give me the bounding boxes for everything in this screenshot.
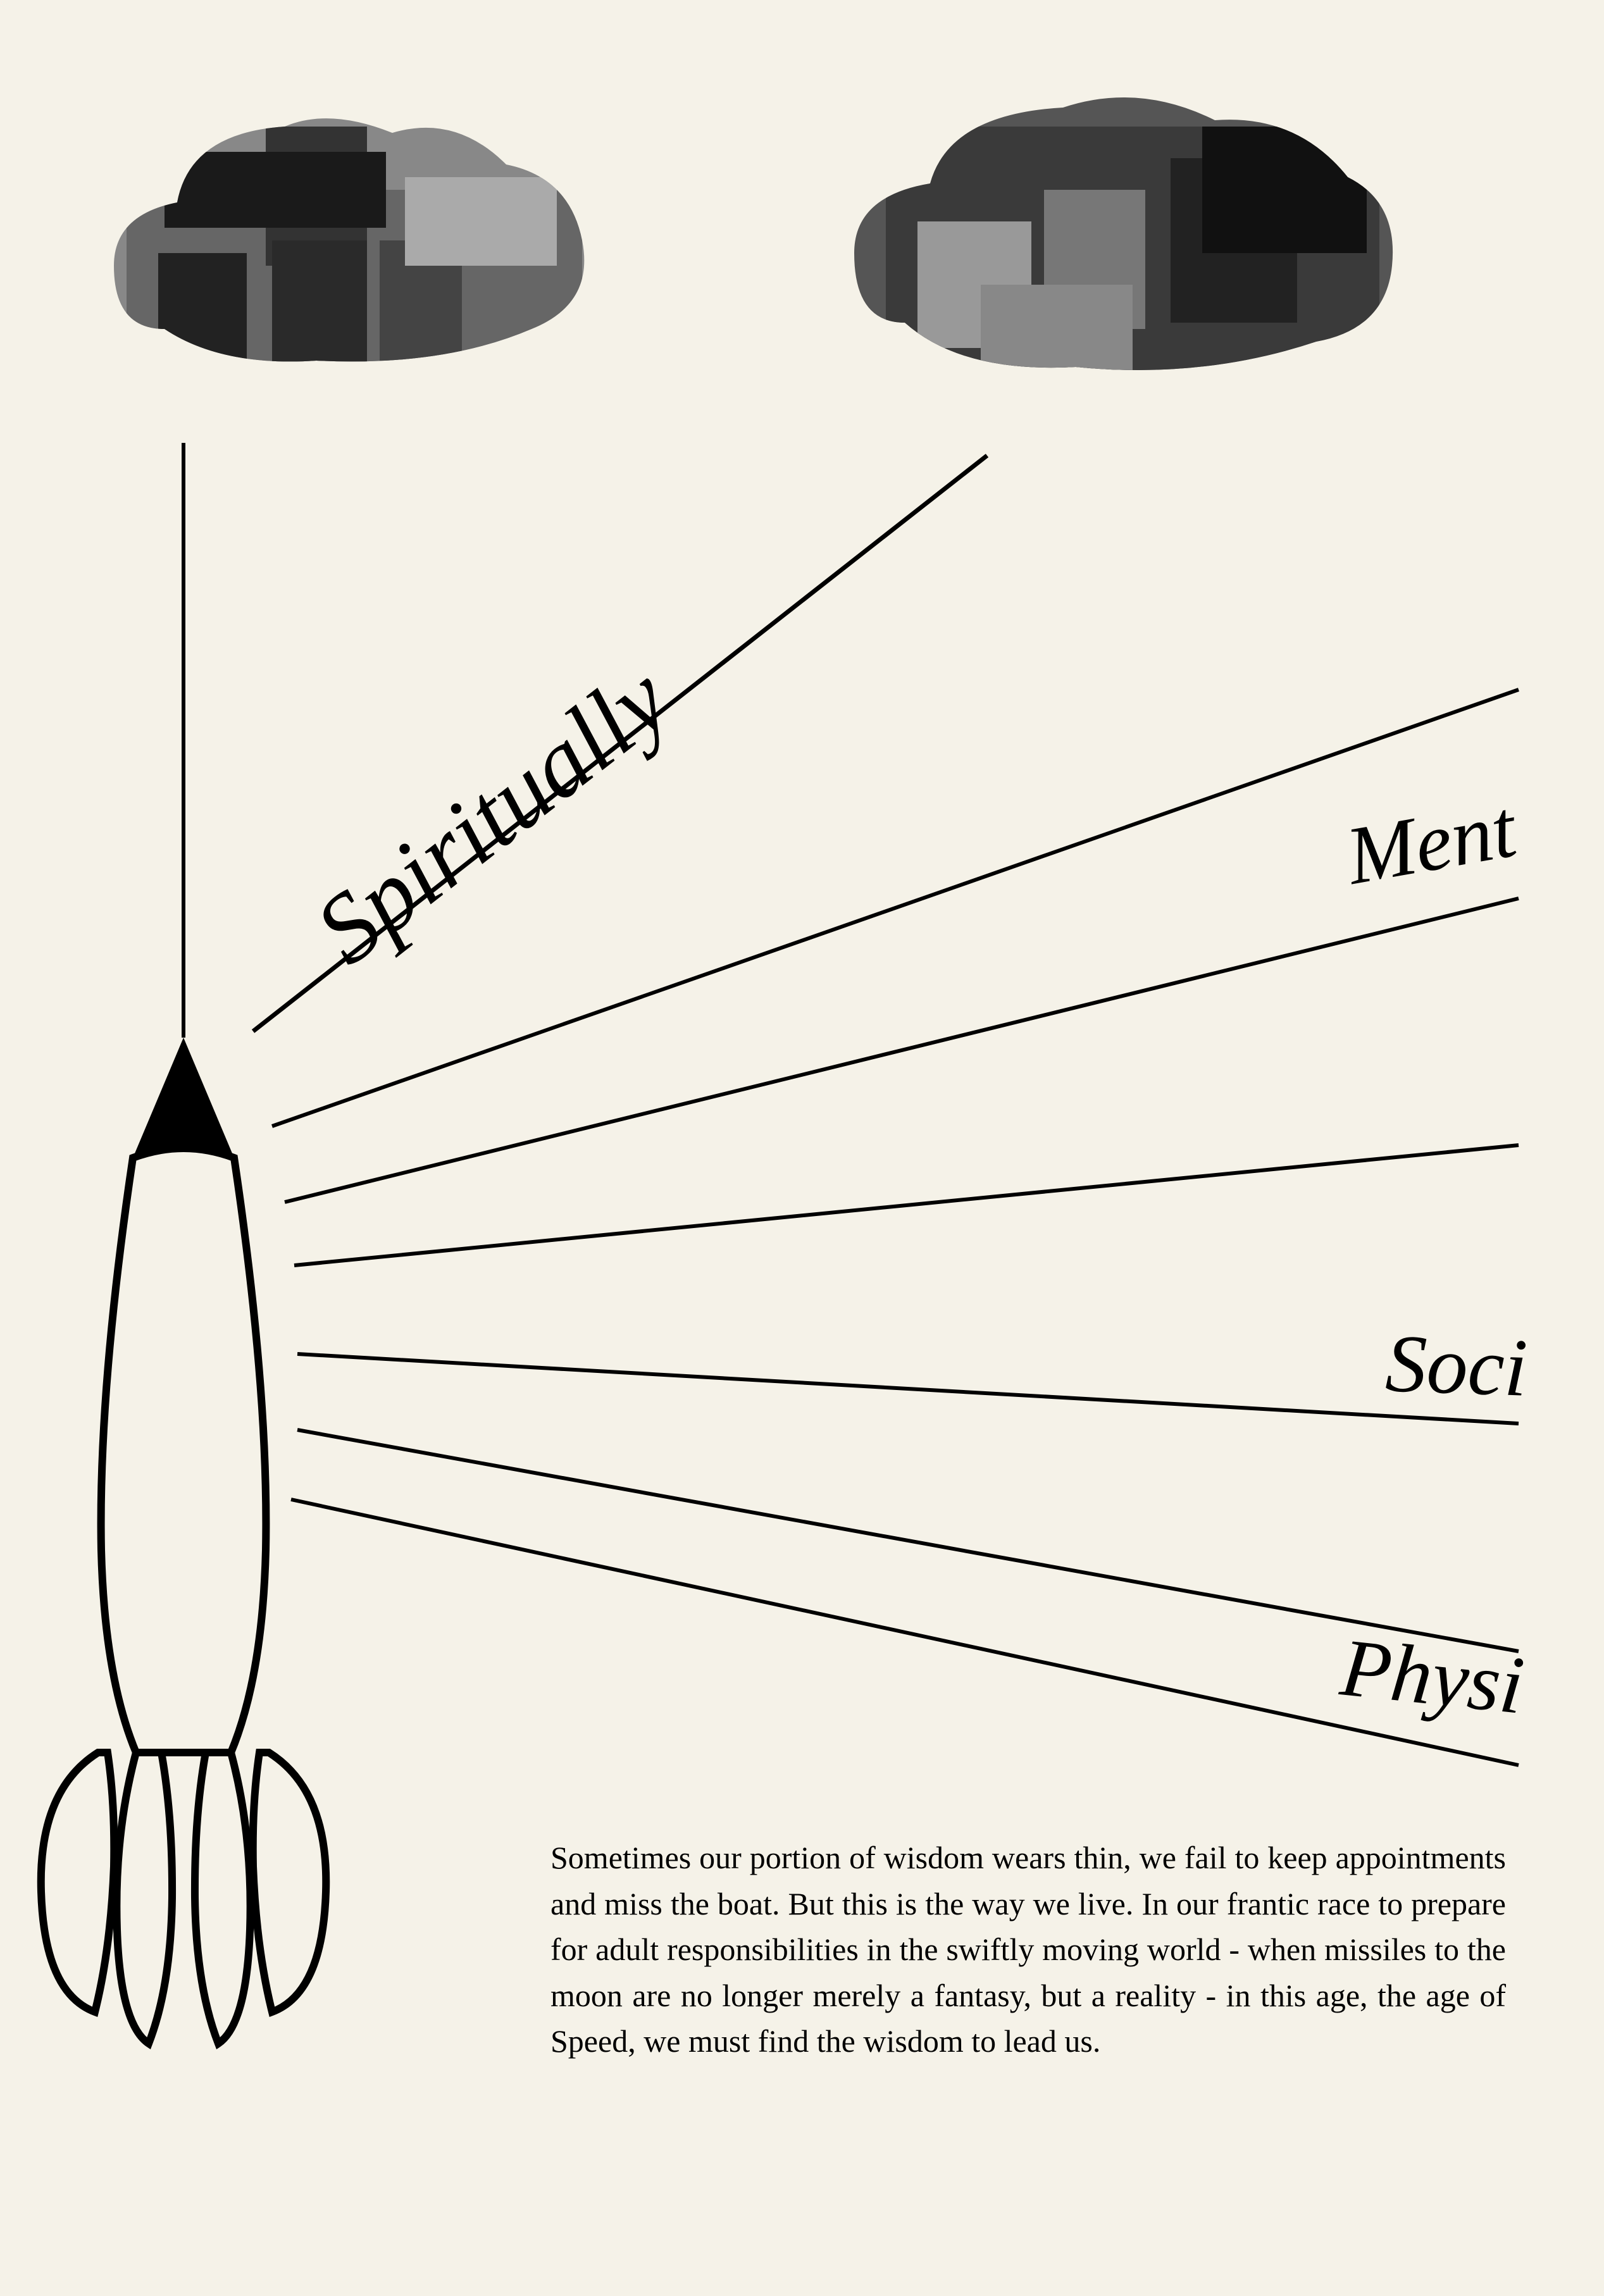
label-spiritually: Spiritually [294, 643, 690, 987]
label-physi: Physi [1336, 1620, 1528, 1733]
rocket-word-1: developing [101, 1272, 266, 1305]
rocket-word-6: of us [101, 1651, 266, 1685]
rocket-word-7: Each [101, 1727, 266, 1761]
yearbook-page: Spiritually Ment Soci Physi himself deve… [0, 0, 1604, 2296]
label-soci: Soci [1384, 1316, 1529, 1416]
body-paragraph: Sometimes our portion of wisdom wears th… [550, 1835, 1506, 2064]
rocket-graphic [41, 1038, 326, 2044]
rocket-word-2: own way [101, 1348, 266, 1381]
label-ment: Ment [1340, 781, 1522, 904]
rocket-word-3: in his [101, 1424, 266, 1457]
rocket-word-5: spends [101, 1575, 266, 1609]
rocket-word-4: his day [101, 1499, 266, 1533]
rocket-word-0: himself [101, 1196, 266, 1229]
